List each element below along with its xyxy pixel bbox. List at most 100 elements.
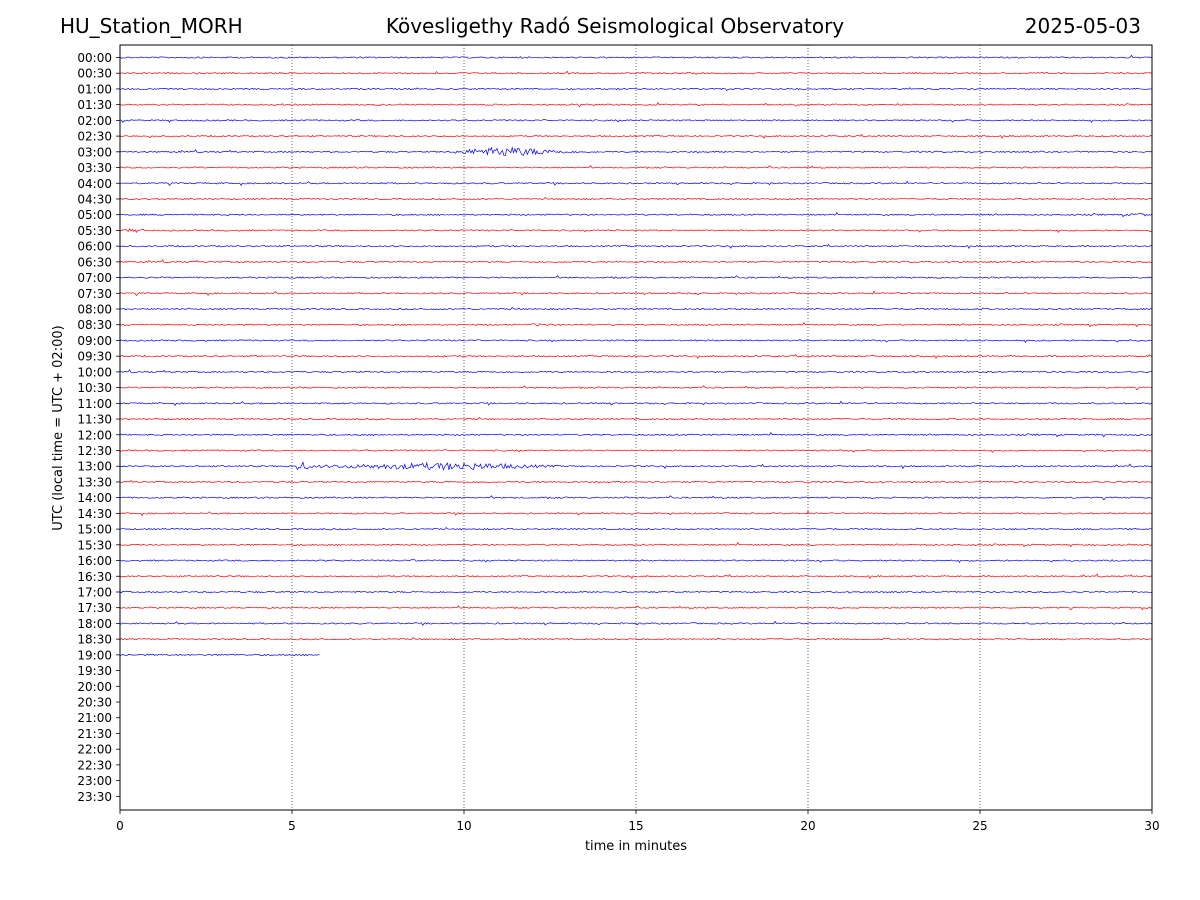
trace-1230 [119, 449, 1153, 454]
trace-0600 [119, 243, 1153, 249]
y-tick-label: 20:30 [77, 696, 112, 710]
x-axis-label: time in minutes [585, 839, 687, 854]
x-tick-label: 25 [972, 819, 987, 833]
y-tick-label: 07:30 [77, 287, 112, 301]
y-tick-label: 11:00 [77, 397, 112, 411]
y-tick-label: 09:00 [77, 334, 112, 348]
y-tick-label: 03:30 [77, 161, 112, 175]
y-tick-label: 18:00 [77, 617, 112, 631]
y-tick-label: 23:30 [77, 790, 112, 804]
y-tick-label: 05:30 [77, 224, 112, 238]
trace-0730 [119, 290, 1153, 297]
x-tick-label: 30 [1144, 819, 1159, 833]
trace-0430 [119, 196, 1153, 201]
trace-1030 [119, 385, 1153, 391]
x-tick-label: 10 [456, 819, 471, 833]
trace-0000 [119, 54, 1153, 59]
y-tick-label: 10:30 [77, 381, 112, 395]
y-tick-label: 22:00 [77, 743, 112, 757]
trace-0700 [119, 275, 1153, 280]
trace-0930 [119, 353, 1153, 360]
y-tick-label: 07:00 [77, 271, 112, 285]
y-tick-label: 06:00 [77, 240, 112, 254]
y-tick-label: 03:00 [77, 145, 112, 159]
trace-1700 [119, 590, 1153, 594]
trace-0400 [119, 180, 1153, 186]
y-tick-label: 08:00 [77, 303, 112, 317]
y-tick-label: 21:30 [77, 727, 112, 741]
y-tick-label: 19:00 [77, 648, 112, 662]
trace-0800 [119, 307, 1153, 311]
y-tick-label: 13:30 [77, 475, 112, 489]
trace-1430 [119, 510, 1153, 517]
y-tick-label: 23:00 [77, 774, 112, 788]
trace-1530 [119, 542, 1153, 548]
trace-0130 [119, 102, 1153, 108]
trace-1000 [119, 369, 1153, 374]
y-tick-label: 09:30 [77, 350, 112, 364]
trace-1400 [119, 495, 1153, 501]
x-tick-label: 5 [288, 819, 296, 833]
x-tick-label: 20 [800, 819, 815, 833]
y-tick-label: 06:30 [77, 255, 112, 269]
y-tick-label: 14:30 [77, 507, 112, 521]
y-tick-label: 14:00 [77, 491, 112, 505]
y-tick-label: 04:30 [77, 192, 112, 206]
y-tick-label: 00:00 [77, 51, 112, 65]
trace-1330 [119, 479, 1153, 484]
trace-1500 [119, 527, 1153, 531]
station-name: HU_Station_MORH [60, 14, 243, 38]
y-tick-label: 04:00 [77, 177, 112, 191]
y-tick-label: 08:30 [77, 318, 112, 332]
chart-date: 2025-05-03 [1024, 14, 1141, 38]
trace-0530 [119, 228, 1153, 234]
grid-lines [291, 45, 981, 810]
y-tick-label: 12:30 [77, 444, 112, 458]
x-tick-label: 0 [116, 819, 124, 833]
y-tick-label: 17:00 [77, 585, 112, 599]
trace-1730 [119, 605, 1153, 611]
y-tick-label: 11:30 [77, 413, 112, 427]
y-tick-label: 15:30 [77, 538, 112, 552]
trace-0900 [119, 339, 1153, 344]
y-tick-label: 22:30 [77, 758, 112, 772]
y-tick-label: 12:00 [77, 428, 112, 442]
seismic-traces [119, 54, 1153, 657]
x-axis-ticks: 0 5 10 15 20 25 30 [116, 810, 1160, 833]
trace-0200 [119, 119, 1153, 123]
trace-1200 [119, 431, 1153, 438]
trace-1630 [119, 573, 1153, 580]
trace-1100 [119, 400, 1153, 407]
y-tick-label: 18:30 [77, 633, 112, 647]
y-axis-label: UTC (local time = UTC + 02:00) [51, 325, 66, 530]
y-tick-label: 15:00 [77, 523, 112, 537]
trace-1830 [119, 637, 1153, 641]
y-tick-label: 17:30 [77, 601, 112, 615]
trace-0330 [119, 165, 1153, 170]
y-tick-label: 19:30 [77, 664, 112, 678]
y-tick-label: 16:30 [77, 570, 112, 584]
y-tick-label: 01:30 [77, 98, 112, 112]
y-tick-label: 13:00 [77, 460, 112, 474]
trace-0630 [119, 259, 1153, 264]
y-tick-label: 02:00 [77, 114, 112, 128]
chart-title: Kövesligethy Radó Seismological Observat… [385, 14, 845, 38]
trace-0500 [119, 211, 1153, 218]
y-tick-label: 01:00 [77, 82, 112, 96]
trace-0030 [119, 70, 1153, 75]
trace-0100 [119, 87, 1153, 92]
trace-1900 [119, 653, 320, 657]
trace-0300 [119, 146, 1153, 156]
trace-1800 [119, 620, 1153, 626]
trace-1130 [119, 417, 1153, 421]
trace-0830 [119, 321, 1153, 328]
y-tick-label: 20:00 [77, 680, 112, 694]
y-tick-label: 00:30 [77, 67, 112, 81]
y-tick-label: 16:00 [77, 554, 112, 568]
trace-1300 [119, 461, 1153, 471]
y-tick-label: 21:00 [77, 711, 112, 725]
y-tick-label: 10:00 [77, 365, 112, 379]
x-tick-label: 15 [628, 819, 643, 833]
